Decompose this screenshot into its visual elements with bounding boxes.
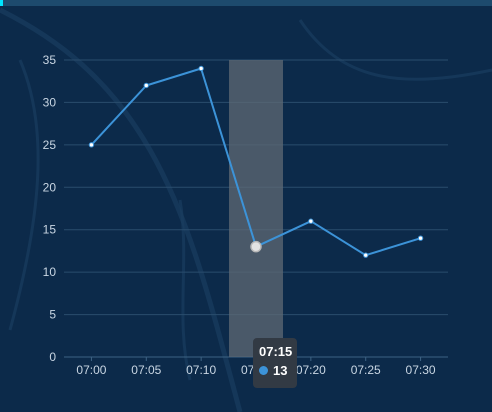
y-tick-label: 10 [43, 265, 57, 279]
y-tick-label: 15 [43, 223, 57, 237]
tooltip-title: 07:15 [259, 344, 293, 359]
data-point[interactable] [417, 235, 424, 241]
y-tick-label: 0 [49, 350, 56, 364]
tooltip-value: 13 [273, 363, 288, 378]
tooltip: 07:15 13 [253, 338, 297, 388]
x-tick-label: 07:00 [76, 363, 106, 377]
data-point[interactable] [88, 142, 95, 148]
y-tick-label: 30 [43, 95, 57, 109]
x-tick-label: 07:05 [131, 363, 161, 377]
data-point[interactable] [250, 240, 262, 253]
data-point[interactable] [308, 218, 314, 224]
x-tick-label: 07:30 [406, 363, 436, 377]
x-tick-label: 07:10 [186, 363, 216, 377]
y-axis-ticks: 0 5 10 15 20 25 30 35 [43, 53, 57, 364]
y-tick-label: 20 [43, 180, 57, 194]
map-road [178, 199, 192, 381]
x-tick-label: 07:25 [351, 363, 381, 377]
data-point[interactable] [363, 252, 369, 258]
data-point[interactable] [143, 82, 149, 89]
highlight-band-rect [229, 60, 283, 357]
map-road [0, 7, 243, 412]
tooltip-row: 13 [259, 363, 297, 378]
hover-highlight-band [229, 60, 283, 357]
series-points[interactable] [88, 65, 424, 258]
top-bar [0, 0, 492, 6]
map-road [298, 19, 492, 81]
y-tick-label: 35 [43, 53, 57, 67]
x-tick-label: 07:20 [296, 363, 326, 377]
y-tick-label: 25 [43, 138, 57, 152]
background-map-decoration [0, 7, 492, 412]
y-tick-label: 5 [49, 308, 56, 322]
top-bar-accent [0, 0, 3, 6]
map-road [8, 59, 40, 331]
series-color-dot [259, 366, 268, 375]
data-point[interactable] [198, 65, 204, 72]
